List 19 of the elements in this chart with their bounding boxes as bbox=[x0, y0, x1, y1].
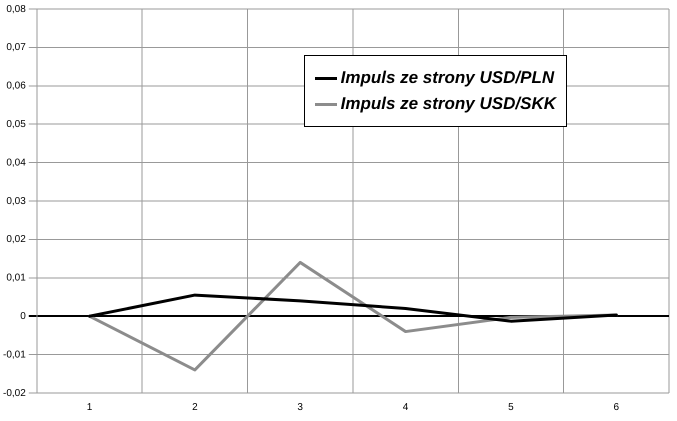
y-tick-label: 0,08 bbox=[6, 4, 26, 15]
legend-label: Impuls ze strony USD/PLN bbox=[340, 68, 554, 88]
y-tick-label: 0,01 bbox=[6, 272, 26, 284]
x-tick-label: 5 bbox=[508, 402, 514, 413]
x-tick-label: 3 bbox=[297, 402, 304, 413]
y-tick-label: 0,03 bbox=[6, 196, 26, 207]
legend-label: Impuls ze strony USD/SKK bbox=[340, 94, 556, 114]
y-tick-label: 0,02 bbox=[6, 234, 26, 246]
y-tick-label: 0,07 bbox=[6, 42, 26, 54]
x-tick-label: 2 bbox=[192, 402, 198, 413]
y-tick-label: -0,01 bbox=[2, 349, 26, 360]
y-tick-label: 0,06 bbox=[6, 80, 26, 92]
x-tick-label: 1 bbox=[86, 402, 93, 413]
x-tick-label: 6 bbox=[614, 402, 620, 413]
x-tick-label: 4 bbox=[402, 402, 409, 413]
y-tick-label: 0,05 bbox=[6, 118, 26, 130]
y-tick-label: -0,02 bbox=[2, 388, 26, 399]
y-tick-label: 0 bbox=[20, 310, 26, 322]
y-tick-label: 0,04 bbox=[6, 157, 26, 168]
